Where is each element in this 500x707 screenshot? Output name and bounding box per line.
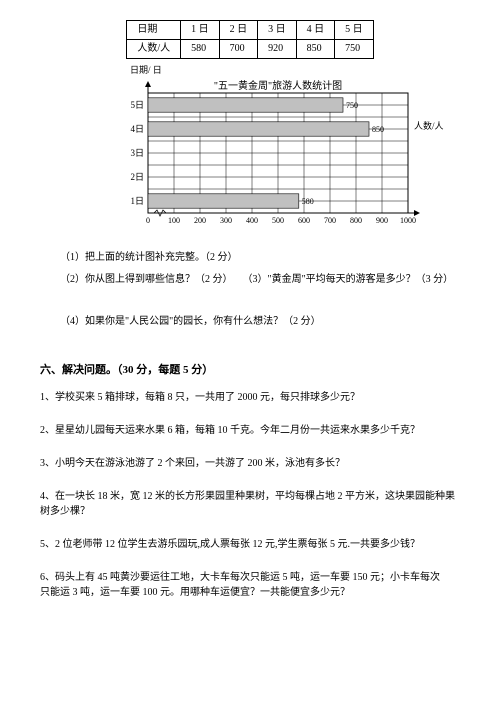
- cell-d4: 850: [296, 40, 335, 59]
- th-d4: 4 日: [296, 21, 335, 40]
- svg-text:850: 850: [372, 125, 384, 134]
- visitor-table: 日期 1 日 2 日 3 日 4 日 5 日 人数/人 580 700 920 …: [126, 20, 373, 59]
- y-axis-title: 日期/ 日: [130, 63, 460, 77]
- svg-text:600: 600: [298, 216, 310, 225]
- cell-d3: 920: [258, 40, 297, 59]
- svg-text:750: 750: [346, 101, 358, 110]
- svg-text:5日: 5日: [130, 100, 144, 110]
- svg-text:500: 500: [272, 216, 284, 225]
- svg-text:300: 300: [220, 216, 232, 225]
- problem-4: 4、在一块长 18 米，宽 12 米的长方形果园里种果树，平均每棵占地 2 平方…: [40, 489, 460, 519]
- problem-3: 3、小明今天在游泳池游了 2 个来回，一共游了 200 米，泳池有多长？: [40, 456, 460, 471]
- svg-text:800: 800: [350, 216, 362, 225]
- question-4: （4）如果你是"人民公园"的园长，你有什么想法？（2 分）: [60, 314, 460, 330]
- svg-text:人数/人: 人数/人: [414, 120, 444, 131]
- row-label: 人数/人: [127, 40, 181, 59]
- question-2: （2）你从图上得到哪些信息？（2 分）: [60, 274, 233, 285]
- problem-6: 6、码头上有 45 吨黄沙要运往工地，大卡车每次只能运 5 吨，运一车要 150…: [40, 570, 460, 600]
- section-6-heading: 六、解决问题。（30 分，每题 5 分）: [40, 362, 460, 380]
- problem-1: 1、学校买来 5 箱排球，每箱 8 只，一共用了 2000 元，每只排球多少元？: [40, 390, 460, 405]
- svg-text:"五一黄金周"旅游人数统计图: "五一黄金周"旅游人数统计图: [214, 79, 342, 92]
- th-d3: 3 日: [258, 21, 297, 40]
- th-date: 日期: [127, 21, 181, 40]
- bar-chart: "五一黄金周"旅游人数统计图 1日 2日 3日 4日 5日 0 100 200 300 400 500…: [120, 79, 460, 240]
- svg-text:1000: 1000: [400, 216, 416, 225]
- chart-svg: "五一黄金周"旅游人数统计图 1日 2日 3日 4日 5日 0 100 200 300 400 500…: [120, 79, 450, 234]
- svg-text:0: 0: [146, 216, 150, 225]
- svg-text:200: 200: [194, 216, 206, 225]
- th-d1: 1 日: [181, 21, 220, 40]
- svg-text:900: 900: [376, 216, 388, 225]
- question-2-3: （2）你从图上得到哪些信息？（2 分） （3）"黄金周"平均每天的游客是多少？（…: [60, 272, 460, 288]
- problem-2: 2、星星幼儿园每天运来水果 6 箱，每箱 10 千克。今年二月份一共运来水果多少…: [40, 423, 460, 438]
- svg-text:100: 100: [168, 216, 180, 225]
- svg-text:400: 400: [246, 216, 258, 225]
- table-header-row: 日期 1 日 2 日 3 日 4 日 5 日: [127, 21, 373, 40]
- th-d2: 2 日: [219, 21, 258, 40]
- svg-text:4日: 4日: [130, 124, 144, 134]
- th-d5: 5 日: [335, 21, 374, 40]
- question-3: （3）"黄金周"平均每天的游客是多少？（3 分）: [243, 274, 454, 285]
- problem-4-text: 4、在一块长 18 米，宽 12 米的长方形果园里种果树，平均每棵占地 2 平方…: [40, 489, 460, 519]
- question-1: （1）把上面的统计图补充完整。（2 分）: [60, 250, 460, 266]
- problem-6-line1: 6、码头上有 45 吨黄沙要运往工地，大卡车每次只能运 5 吨，运一车要 150…: [40, 570, 460, 585]
- svg-text:580: 580: [302, 197, 314, 206]
- svg-text:1日: 1日: [130, 196, 144, 206]
- svg-text:3日: 3日: [130, 148, 144, 158]
- svg-text:700: 700: [324, 216, 336, 225]
- svg-text:2日: 2日: [130, 172, 144, 182]
- table-data-row: 人数/人 580 700 920 850 750: [127, 40, 373, 59]
- problem-5: 5、2 位老师带 12 位学生去游乐园玩,成人票每张 12 元,学生票每张 5 …: [40, 537, 460, 552]
- cell-d2: 700: [219, 40, 258, 59]
- cell-d1: 580: [181, 40, 220, 59]
- cell-d5: 750: [335, 40, 374, 59]
- problem-6-line2: 只能运 3 吨，运一车要 100 元。用哪种车运便宜？一共能便宜多少元？: [40, 585, 460, 600]
